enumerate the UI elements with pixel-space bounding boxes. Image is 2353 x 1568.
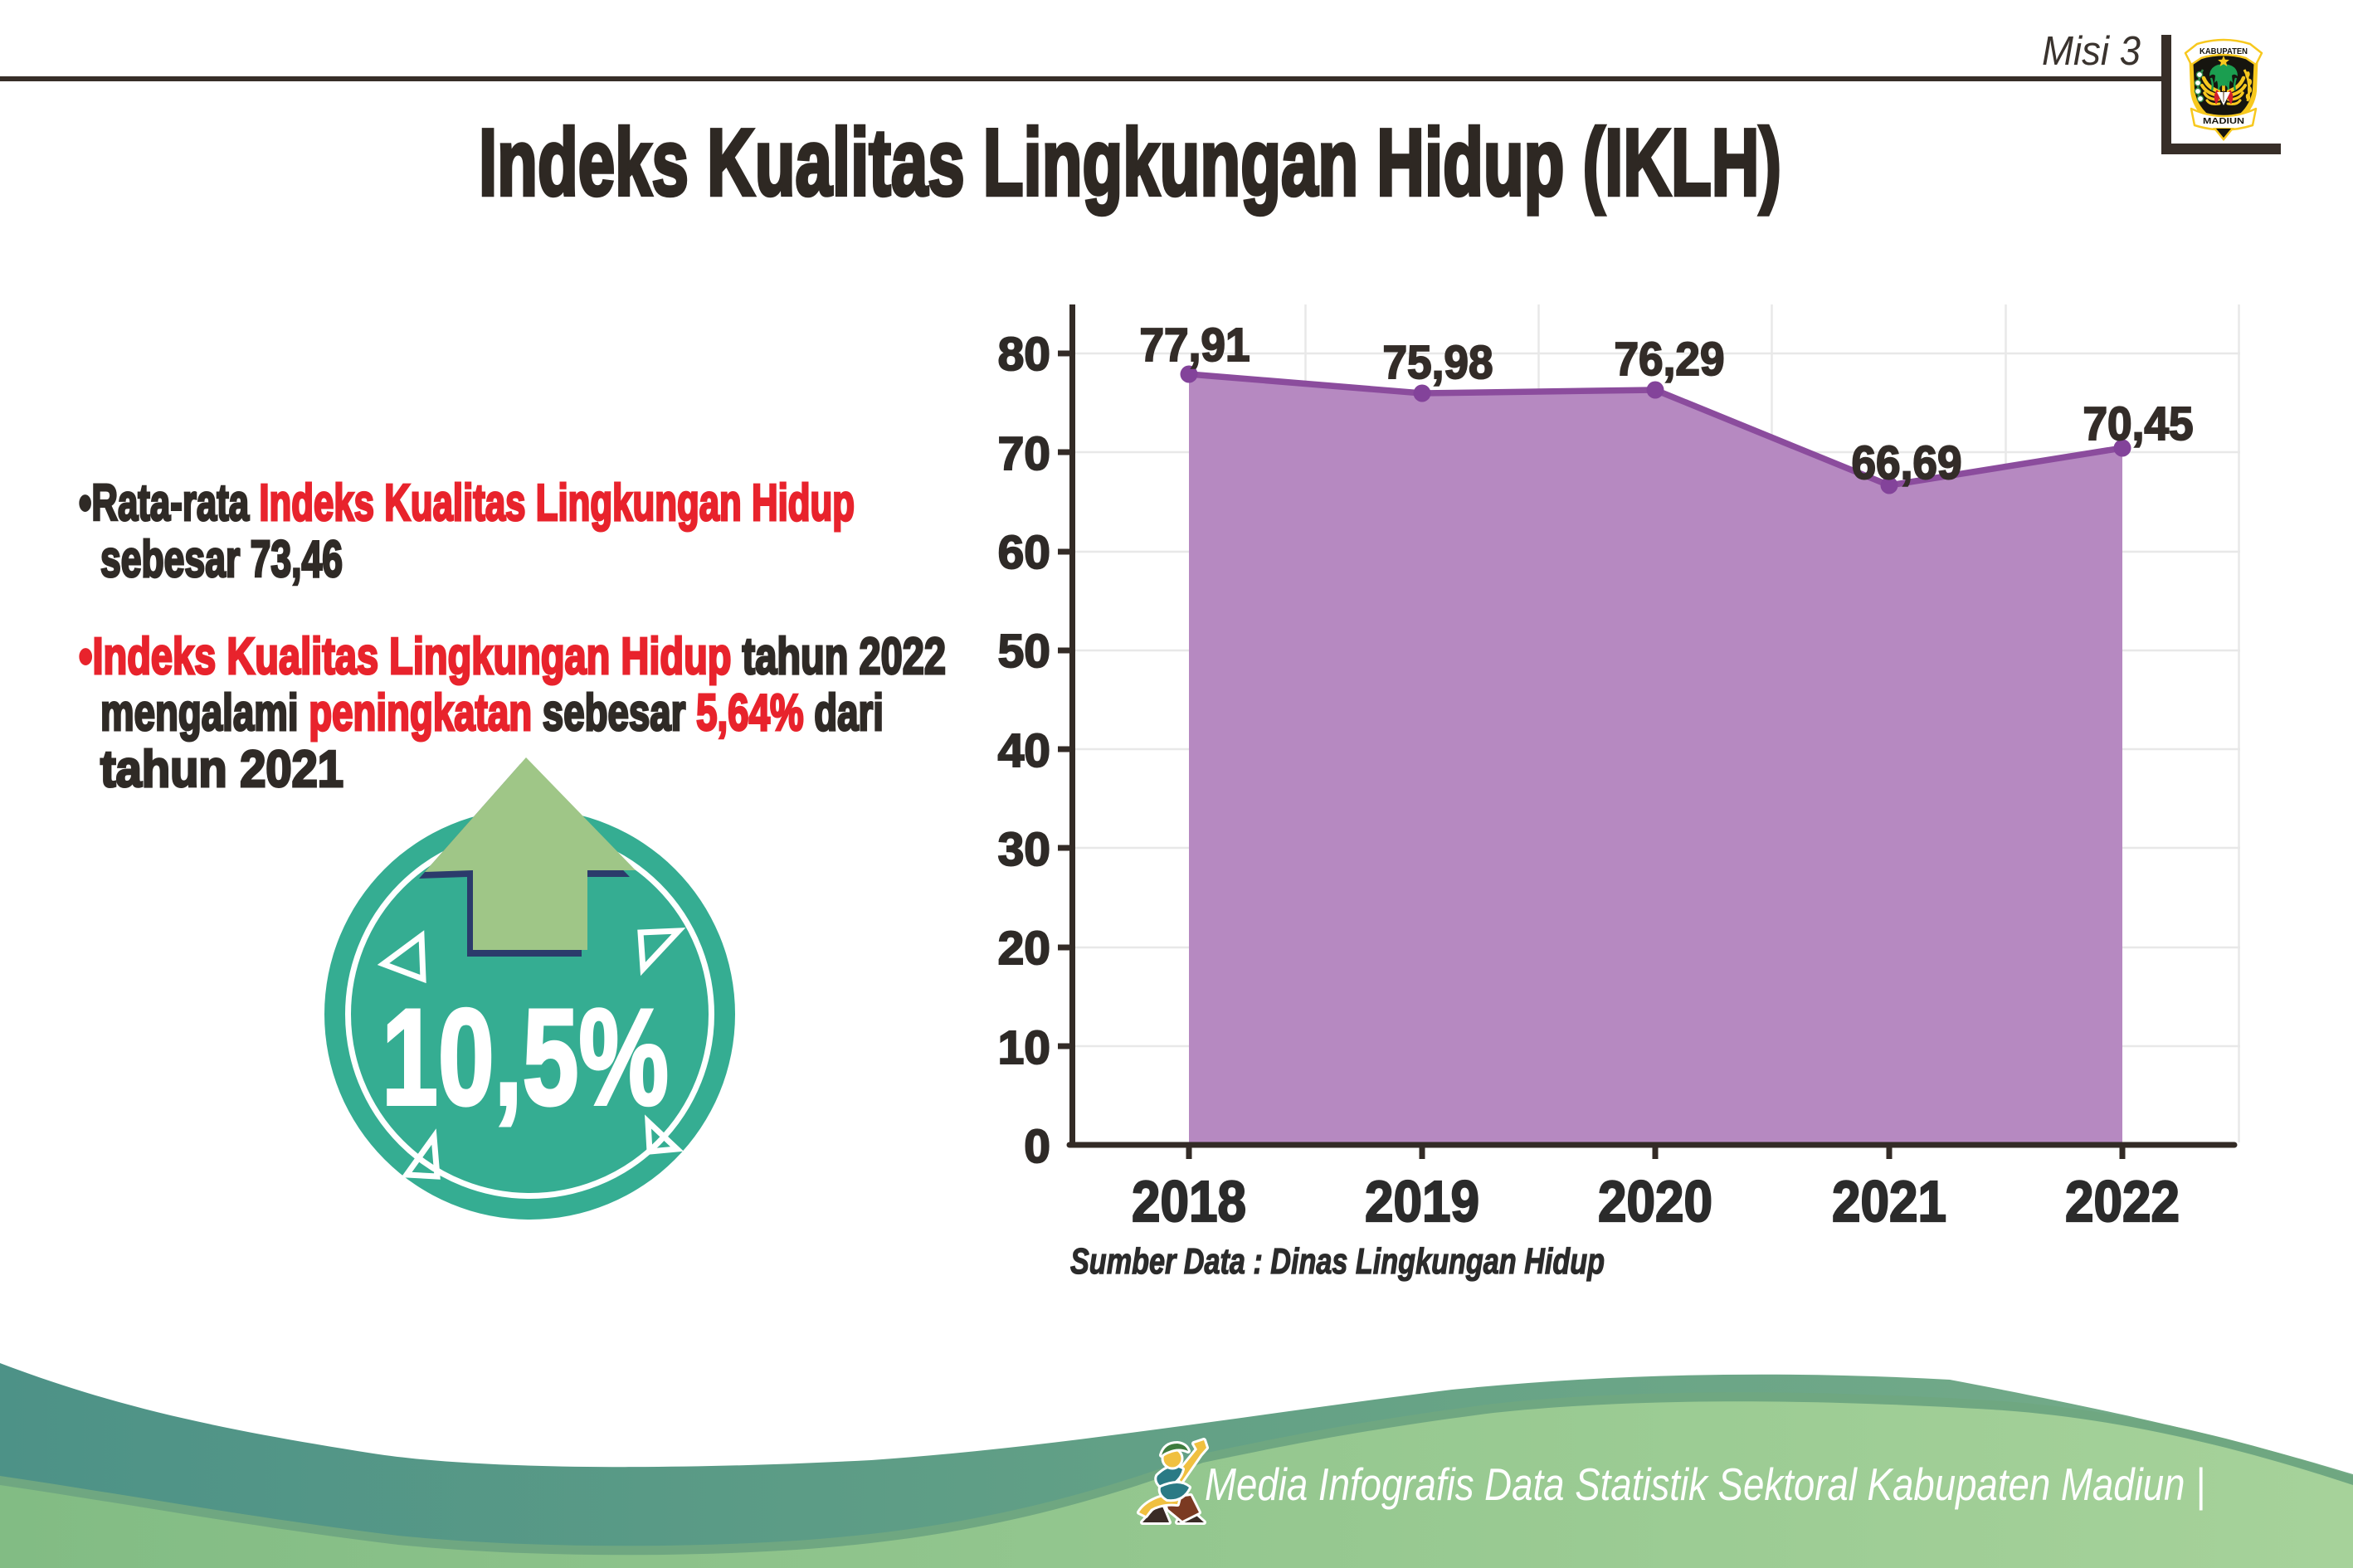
- svg-text:77,91: 77,91: [1140, 319, 1250, 372]
- svg-text:2018: 2018: [1132, 1169, 1246, 1234]
- svg-text:60: 60: [998, 526, 1050, 579]
- svg-text:70: 70: [998, 427, 1050, 480]
- svg-text:sebesar 73,46: sebesar 73,46: [100, 531, 343, 588]
- svg-text:Media Infografis Data Statisti: Media Infografis Data Statistik Sektoral…: [1205, 1458, 2205, 1511]
- svg-text:10: 10: [998, 1021, 1050, 1074]
- svg-text:80: 80: [998, 328, 1050, 381]
- svg-text:KABUPATEN: KABUPATEN: [2200, 47, 2248, 56]
- svg-text:2021: 2021: [1832, 1169, 1946, 1234]
- svg-text:Indeks Kualitas Lingkungan Hid: Indeks Kualitas Lingkungan Hidup (IKLH): [479, 110, 1781, 216]
- svg-text:mengalami peningkatan sebesar: mengalami peningkatan sebesar 5,64% dari: [100, 684, 884, 742]
- svg-text:2020: 2020: [1598, 1169, 1712, 1234]
- svg-text:70,45: 70,45: [2083, 397, 2194, 450]
- svg-text:75,98: 75,98: [1383, 336, 1493, 389]
- svg-text:0: 0: [1024, 1120, 1050, 1173]
- svg-text:•Indeks Kualitas Lingkungan Hi: •Indeks Kualitas Lingkungan Hidup tahun …: [79, 628, 946, 685]
- svg-text:tahun 2021: tahun 2021: [100, 741, 343, 798]
- svg-text:20: 20: [998, 922, 1050, 975]
- svg-text:76,29: 76,29: [1615, 333, 1725, 386]
- svg-text:MADIUN: MADIUN: [2203, 116, 2244, 126]
- svg-text:2022: 2022: [2065, 1169, 2180, 1234]
- svg-text:Misi 3: Misi 3: [2042, 29, 2141, 74]
- svg-text:2019: 2019: [1365, 1169, 1479, 1234]
- svg-text:30: 30: [998, 823, 1050, 876]
- svg-text:Sumber Data : Dinas Lingkungan: Sumber Data : Dinas Lingkungan Hidup: [1070, 1241, 1605, 1282]
- svg-text:66,69: 66,69: [1852, 436, 1962, 489]
- svg-text:10,5%: 10,5%: [382, 981, 669, 1133]
- svg-text:50: 50: [998, 625, 1050, 678]
- svg-text:40: 40: [998, 724, 1050, 777]
- svg-text:•Rata-rata Indeks Kualitas Lin: •Rata-rata Indeks Kualitas Lingkungan Hi…: [79, 475, 855, 532]
